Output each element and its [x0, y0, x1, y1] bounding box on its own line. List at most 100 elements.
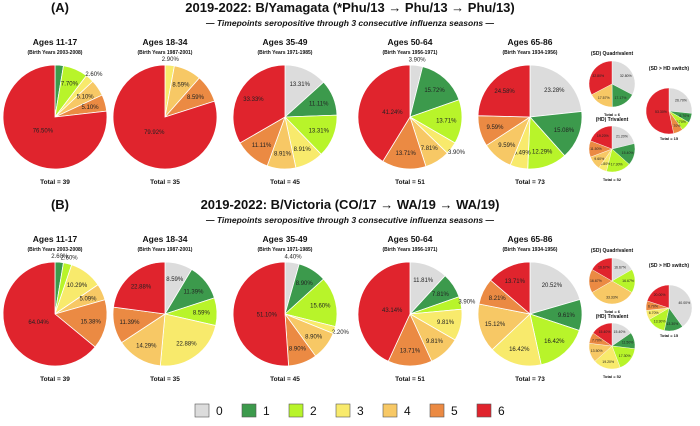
slice-label: 8.90%: [289, 346, 307, 352]
slice-label: 13.71%: [395, 151, 416, 157]
legend-label: 4: [404, 404, 411, 418]
slice-label: 23.28%: [544, 88, 565, 94]
legend-swatch: [194, 403, 210, 418]
pie-subtitle: (Birth Years 1987-2001): [138, 50, 193, 56]
pie-slice: [591, 257, 613, 282]
pie-total: Total = 39: [40, 376, 70, 383]
panel-b: (B) 2019-2022: B/Victoria (CO/17 → WA/19 …: [2, 197, 693, 383]
legend: 0 1 2 3 4 5 6: [194, 403, 505, 418]
pie-total: Total = 6: [604, 309, 621, 314]
pie-chart: Ages 50-64 (Birth Years 1956-1971) Total =…: [357, 234, 476, 383]
panel-subtitle: — Timepoints seropositive through 3 cons…: [205, 215, 494, 225]
pie-total: Total = 39: [40, 179, 70, 186]
slice-label: 15.12%: [485, 322, 506, 328]
slice-label: 43.14%: [382, 308, 403, 314]
legend-label: 1: [263, 404, 270, 418]
slice-label: 51.10%: [257, 313, 278, 319]
slice-label: 9.60%: [594, 157, 604, 161]
slice-label: 16.67%: [590, 279, 602, 283]
pie-slice: [2, 261, 96, 367]
pie-slice: [529, 261, 581, 315]
legend-label: 3: [357, 404, 364, 418]
slice-label: 64.04%: [28, 320, 49, 326]
slice-label: 16.67%: [622, 279, 634, 283]
slice-label: 79.92%: [144, 130, 165, 136]
pie-slice: [529, 313, 580, 366]
slice-label: 11.81%: [413, 278, 434, 284]
pie-subtitle: (Birth Years 2003-2008): [28, 247, 83, 253]
slice-label: 13.30%: [654, 319, 666, 323]
slice-label: 8.21%: [489, 296, 507, 302]
pie-chart: Ages 11-17 (Birth Years 2003-2008) Total =…: [2, 234, 108, 383]
pie-subtitle: (Birth Years 1987-2001): [138, 247, 193, 253]
pie-subtitle: (Birth Years 1971-1985): [258, 247, 313, 253]
pie-total: Total = 35: [150, 376, 180, 383]
slice-label: 6.70%: [679, 114, 689, 118]
slice-label: 53.30%: [655, 110, 667, 114]
pie-slice: [54, 299, 108, 348]
slice-label: 9.59%: [498, 143, 516, 149]
pie-slice: [489, 261, 531, 315]
legend-swatch: [476, 403, 492, 418]
pie-slice: [592, 322, 613, 347]
pie-total: Total = 51: [395, 376, 425, 383]
pie-title: Ages 50-64: [388, 37, 433, 47]
pie-slice: [232, 64, 286, 144]
slice-label: 15.40%: [622, 151, 634, 155]
slice-label: 8.59%: [193, 310, 211, 316]
slice-label: 13.50%: [591, 349, 603, 353]
pie-title: (SD > HD switch): [649, 263, 689, 269]
pie-slice: [284, 278, 338, 328]
pie-slice: [357, 64, 411, 162]
panel-a: (A) 2019-2022: B/Yamagata (*Phu/13 → Phu/…: [2, 0, 693, 186]
legend-label: 2: [310, 404, 317, 418]
pie-title: (HD) Trivalent: [596, 117, 629, 123]
slice-label: 21.20%: [616, 135, 628, 139]
slice-label: 6.70%: [671, 124, 681, 128]
panel-letter: (B): [51, 197, 69, 212]
pie-total: Total = 6: [604, 112, 621, 117]
slice-label: 17.30%: [619, 354, 631, 358]
slice-label: 9.81%: [426, 339, 444, 345]
pie-slice: [588, 60, 613, 95]
pie-subtitle: (Birth Years 2003-2008): [28, 50, 83, 56]
pie-subtitle: (Birth Years 1971-1985): [258, 50, 313, 56]
pie-chart: Ages 11-17 (Birth Years 2003-2008) Total =…: [2, 37, 108, 186]
pie-title: (HD) Trivalent: [596, 314, 629, 320]
slice-label: 9.59%: [486, 125, 504, 131]
slice-label: 20.00%: [654, 293, 666, 297]
slice-label: 15.60%: [310, 303, 331, 309]
slice-label: 33.33%: [243, 97, 264, 103]
slice-label: 13.31%: [309, 129, 330, 135]
slice-label: 8.90%: [296, 281, 314, 287]
pie-chart: (SD > HD switch) Total = 15 40.00% 13.30%13…: [645, 263, 693, 338]
pie-title: Ages 65-86: [508, 234, 553, 244]
slice-label: 2.90%: [162, 57, 180, 63]
slice-label: 22.88%: [176, 342, 197, 348]
pie-title: Ages 18-34: [143, 234, 188, 244]
slice-label: 16.42%: [544, 339, 565, 345]
pie-chart: Ages 18-34 (Birth Years 1987-2001) Total =…: [112, 37, 218, 186]
slice-label: 5.09%: [79, 297, 97, 303]
slice-label: 15.72%: [424, 88, 445, 94]
pie-total: Total = 45: [270, 179, 300, 186]
pie-total: Total = 45: [270, 376, 300, 383]
pie-title: Ages 18-34: [143, 37, 188, 47]
slice-label: 13.30%: [666, 322, 678, 326]
pie-chart: Ages 50-64 (Birth Years 1956-1971) Total =…: [357, 37, 466, 186]
panel-subtitle: — Timepoints seropositive through 3 cons…: [205, 18, 494, 28]
slice-label: 7.70%: [592, 339, 602, 343]
slice-label: 5.10%: [77, 95, 95, 101]
pie-slice: [113, 261, 166, 315]
pie-subtitle: (Birth Years 1956-1971): [383, 247, 438, 253]
slice-label: 11.11%: [309, 101, 329, 107]
slice-label: 8.59%: [187, 95, 205, 101]
slice-label: 32.80%: [620, 74, 632, 78]
slice-label: 2.20%: [332, 330, 350, 336]
slice-label: 33.33%: [606, 295, 618, 299]
slice-label: 16.67%: [614, 265, 626, 269]
pie-chart: (SD) Quadrivalent Total = 6 16.67% 16.67% 33…: [588, 248, 636, 314]
pie-title: (SD) Quadrivalent: [591, 248, 634, 254]
slice-label: 14.29%: [136, 343, 157, 349]
